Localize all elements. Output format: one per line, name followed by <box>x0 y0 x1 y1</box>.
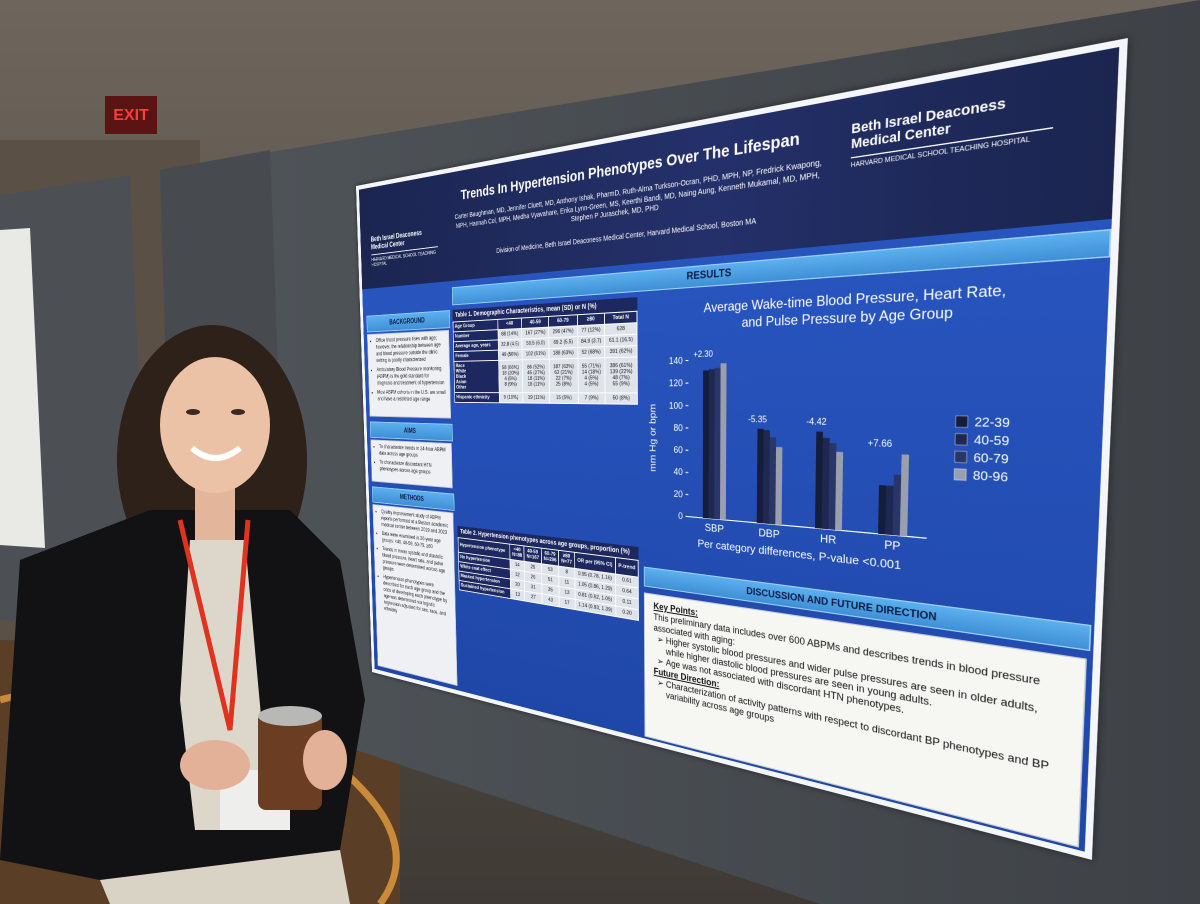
cell: 19 (11%) <box>523 392 551 404</box>
cell: 27 <box>524 591 543 604</box>
cell: 43 <box>541 593 560 607</box>
bar <box>828 442 837 530</box>
cell: 187 (63%) 62 (21%) 22 (7%) 25 (8%) <box>549 358 578 393</box>
bar <box>775 447 783 526</box>
cell: 17 <box>559 596 575 610</box>
bullet: To characterize trends in 24-hour ABPM d… <box>379 444 448 461</box>
chart-title: Average Wake-time Blood Pressure, Heart … <box>704 282 1007 332</box>
section-heading: BACKGROUND <box>366 310 451 333</box>
y-tick-label: 60 <box>674 445 684 456</box>
cell: 7 (9%) <box>577 392 606 404</box>
bar <box>714 367 721 520</box>
y-axis-label: mm Hg or bpm <box>649 403 658 472</box>
bar <box>720 363 727 521</box>
bullet-list: Office blood pressure rises with age; ho… <box>371 335 447 404</box>
legend-swatch <box>954 469 966 481</box>
background-box: Office blood pressure rises with age; ho… <box>367 329 452 419</box>
legend-label: 40-59 <box>974 435 1010 449</box>
annotation: +7.66 <box>868 439 893 450</box>
poster-body: Trends In Hypertension Phenotypes Over T… <box>358 46 1120 852</box>
bar <box>814 431 823 529</box>
exit-text: EXIT <box>113 107 149 124</box>
bar <box>899 454 910 537</box>
x-axis-label: Per category differences, P-value <0.001 <box>698 538 902 573</box>
cell: 58 (66%) 18 (20%) 4 (5%) 8 (9%) <box>498 359 524 393</box>
poster: Trends In Hypertension Phenotypes Over T… <box>356 37 1128 860</box>
bar <box>769 437 777 525</box>
bullet-list: To characterize trends in 24-hour ABPM d… <box>374 444 449 478</box>
bar <box>708 369 715 519</box>
table: Age Group <40 40-59 60-79 ≥80 Total N Number 88… <box>452 311 638 405</box>
bar <box>821 437 830 530</box>
x-tick-label: HR <box>820 534 836 547</box>
bar <box>702 370 709 519</box>
cell: 102 (61%) <box>522 348 550 360</box>
table-2: Table 2. Hypertension phenotypes across … <box>457 525 639 622</box>
legend-label: 22-39 <box>974 417 1010 431</box>
cell: 13 <box>510 588 526 602</box>
cell: 55 (71%) 14 (18%) 4 (5%) 4 (5%) <box>577 357 606 393</box>
bullet: Most ABPM cohorts in the U.S. are small … <box>377 389 447 403</box>
x-tick-label: SBP <box>705 523 725 536</box>
section-heading: AIMS <box>369 421 453 442</box>
exit-sign <box>105 96 157 134</box>
y-tick-label: 100 <box>669 401 684 412</box>
cell: 50 (8%) <box>605 392 638 405</box>
bar <box>756 428 764 524</box>
bar <box>878 485 887 535</box>
methods-box: Quality improvement study of ABPM report… <box>372 504 458 687</box>
logo-right: Beth Israel Deaconess Medical Center HAR… <box>850 87 1055 170</box>
y-tick-label: 80 <box>674 423 684 434</box>
y-tick-label: 0 <box>678 511 683 522</box>
x-tick-label: DBP <box>758 528 780 541</box>
x-tick-label: PP <box>884 540 901 554</box>
table-1: Table 1. Demographic Characteristics, me… <box>452 297 638 405</box>
aims-box: To characterize trends in 24-hour ABPM d… <box>370 439 453 489</box>
y-tick-label: 40 <box>674 467 684 478</box>
cell: 52 (68%) <box>577 346 606 359</box>
cell: 188 (63%) <box>549 347 578 360</box>
cell: 15 (5%) <box>549 392 579 404</box>
cell: 9 (10%) <box>498 392 524 404</box>
cell: 49 (56%) <box>498 349 523 361</box>
annotation: -4.42 <box>806 418 826 429</box>
row-header: Hispanic ethnicity <box>454 392 500 403</box>
legend-swatch <box>956 416 968 428</box>
y-tick-label: 20 <box>674 489 684 500</box>
cell: 86 (52%) 45 (27%) 18 (11%) 18 (11%) <box>522 359 550 393</box>
bullet: Hypertension phenotypes were described f… <box>383 574 452 626</box>
board-edge <box>160 150 290 700</box>
row-header: Race White Black Asian Other <box>453 360 499 393</box>
legend-label: 80-96 <box>973 470 1009 485</box>
table-row: Race White Black Asian Other 58 (66%) 18 … <box>453 356 638 393</box>
bar <box>892 474 902 536</box>
table-row: Hispanic ethnicity 9 (10%) 19 (11%) 15 (5%)… <box>454 392 638 405</box>
bar <box>762 430 770 524</box>
annotation: +2.30 <box>693 351 712 361</box>
bar <box>835 451 844 531</box>
y-tick-label: 140 <box>669 356 684 367</box>
legend-label: 60-79 <box>973 453 1009 468</box>
cell: 0.20 <box>615 606 639 621</box>
legend-swatch <box>955 451 967 463</box>
legend-swatch <box>955 433 967 445</box>
cell: 391 (62%) <box>605 345 638 358</box>
bullet-list: Quality improvement study of ABPM report… <box>376 508 452 626</box>
bullet: Ambulatory Blood Pressure monitoring (AB… <box>377 366 447 387</box>
y-tick-label: 120 <box>669 379 684 390</box>
bullet: To characterize discordant HTN phenotype… <box>379 459 448 477</box>
chart: Average Wake-time Blood Pressure, Heart … <box>649 282 1010 573</box>
bullet: Office blood pressure rises with age; ho… <box>376 335 446 365</box>
logo-left: Beth Israel Deaconess Medical Center HAR… <box>371 226 439 269</box>
annotation: -5.35 <box>748 415 767 425</box>
bar <box>885 485 894 536</box>
left-poster <box>0 228 45 548</box>
cell: 84.9 (3.7) <box>577 335 606 348</box>
cell: 386 (61%) 139 (22%) 48 (7%) 55 (9%) <box>605 356 638 393</box>
